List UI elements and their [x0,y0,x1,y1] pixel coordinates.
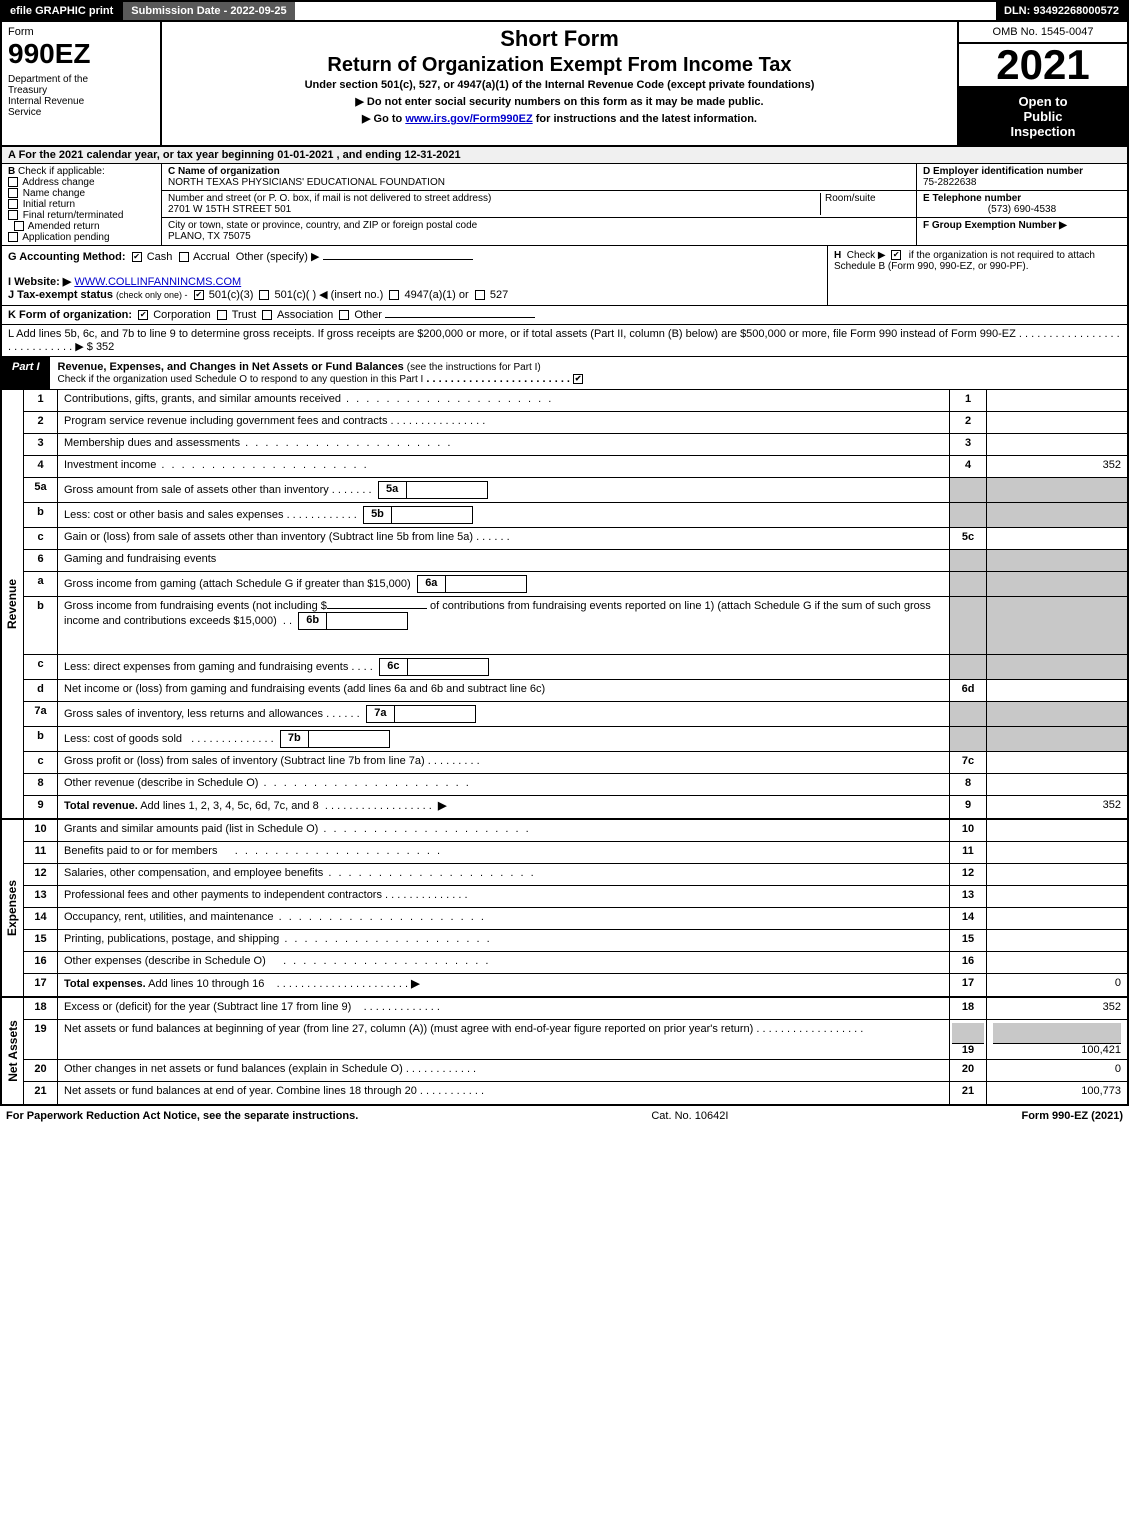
form-header: Form 990EZ Department of theTreasuryInte… [0,22,1129,147]
revenue-section: Revenue 1Contributions, gifts, grants, a… [0,390,1129,820]
header-center: Short Form Return of Organization Exempt… [162,22,957,145]
checkbox-501c3[interactable] [194,290,204,300]
form-number: 990EZ [8,38,154,70]
checkbox-schedule-b-not-required[interactable] [891,250,901,260]
part-i-header: Part I Revenue, Expenses, and Changes in… [0,357,1129,390]
section-g: G Accounting Method: Cash Accrual Other … [2,246,827,305]
line-2-amount [987,412,1127,433]
page-footer: For Paperwork Reduction Act Notice, see … [0,1106,1129,1126]
section-b: B Check if applicable: Address change Na… [2,164,162,245]
form-ref: Form 990-EZ (2021) [1021,1110,1123,1122]
checkbox-527[interactable] [475,290,485,300]
efile-graphic-print[interactable]: efile GRAPHIC print [2,2,121,20]
expenses-section: Expenses 10Grants and similar amounts pa… [0,820,1129,998]
section-l: L Add lines 5b, 6c, and 7b to line 9 to … [0,325,1129,357]
checkbox-address-change[interactable] [8,177,18,187]
line-19-amount: 100,421 [993,1044,1121,1056]
checkbox-4947[interactable] [389,290,399,300]
header-right: OMB No. 1545-0047 2021 Open toPublicInsp… [957,22,1127,145]
line-14-amount [987,908,1127,929]
top-bar: efile GRAPHIC print Submission Date - 20… [0,0,1129,22]
section-gh: G Accounting Method: Cash Accrual Other … [0,246,1129,306]
checkbox-name-change[interactable] [8,188,18,198]
goto-prefix: ▶ Go to [362,113,405,125]
net-assets-vertical-label: Net Assets [2,998,24,1104]
revenue-vertical-label: Revenue [2,390,24,818]
org-street: 2701 W 15TH STREET 501 [168,204,291,215]
gross-receipts: ▶ $ 352 [75,341,114,353]
line-1-amount [987,390,1127,411]
line-18-amount: 352 [987,998,1127,1019]
department: Department of theTreasuryInternal Revenu… [8,74,154,118]
website-link[interactable]: WWW.COLLINFANNINCMS.COM [74,276,241,288]
line-11-amount [987,842,1127,863]
checkbox-schedule-o[interactable] [573,374,583,384]
irs-link[interactable]: www.irs.gov/Form990EZ [405,113,532,125]
part-i-tab: Part I [2,357,50,389]
paperwork-notice: For Paperwork Reduction Act Notice, see … [6,1110,358,1122]
part-i-title: Revenue, Expenses, and Changes in Net As… [50,357,1127,389]
section-c: C Name of organization NORTH TEXAS PHYSI… [162,164,917,245]
line-21-amount: 100,773 [987,1082,1127,1104]
telephone: (573) 690-4538 [923,204,1121,215]
org-city: PLANO, TX 75075 [168,231,251,242]
open-to-public-inspection: Open toPublicInspection [959,88,1127,145]
line-17-amount: 0 [987,974,1127,996]
section-k: K Form of organization: Corporation Trus… [0,306,1129,325]
checkbox-final-return[interactable] [8,210,18,220]
ein: 75-2822638 [923,177,976,188]
line-10-amount [987,820,1127,841]
checkbox-amended-return[interactable] [14,221,24,231]
goto-line: ▶ Go to www.irs.gov/Form990EZ for instru… [168,112,951,125]
group-exemption: F Group Exemption Number ▶ [923,220,1067,231]
no-ssn-warning: ▶ Do not enter social security numbers o… [168,95,951,108]
line-9-amount: 352 [987,796,1127,818]
section-h: H Check ▶ if the organization is not req… [827,246,1127,305]
checkbox-501c[interactable] [259,290,269,300]
section-def: D Employer identification number 75-2822… [917,164,1127,245]
catalog-number: Cat. No. 10642I [651,1110,728,1122]
room-suite: Room/suite [820,193,910,215]
expenses-vertical-label: Expenses [2,820,24,996]
line-5c-amount [987,528,1127,549]
line-3-amount [987,434,1127,455]
line-20-amount: 0 [987,1060,1127,1081]
checkbox-cash[interactable] [132,252,142,262]
goto-suffix: for instructions and the latest informat… [533,113,757,125]
org-name: NORTH TEXAS PHYSICIANS' EDUCATIONAL FOUN… [168,177,445,188]
line-6d-amount [987,680,1127,701]
line-4-amount: 352 [987,456,1127,477]
tax-year: 2021 [959,44,1127,88]
return-title: Return of Organization Exempt From Incom… [168,54,951,77]
section-a-tax-year: A For the 2021 calendar year, or tax yea… [0,147,1129,164]
checkbox-association[interactable] [262,310,272,320]
line-16-amount [987,952,1127,973]
checkbox-initial-return[interactable] [8,199,18,209]
line-15-amount [987,930,1127,951]
checkbox-corporation[interactable] [138,310,148,320]
net-assets-section: Net Assets 18Excess or (deficit) for the… [0,998,1129,1106]
under-section: Under section 501(c), 527, or 4947(a)(1)… [168,79,951,91]
submission-date: Submission Date - 2022-09-25 [121,2,294,20]
line-8-amount [987,774,1127,795]
checkbox-trust[interactable] [217,310,227,320]
dln: DLN: 93492268000572 [996,2,1127,20]
line-13-amount [987,886,1127,907]
line-7c-amount [987,752,1127,773]
line-12-amount [987,864,1127,885]
short-form-title: Short Form [168,26,951,52]
section-bcdef: B Check if applicable: Address change Na… [0,164,1129,246]
header-left: Form 990EZ Department of theTreasuryInte… [2,22,162,145]
checkbox-other-org[interactable] [339,310,349,320]
form-label: Form [8,26,154,38]
checkbox-application-pending[interactable] [8,232,18,242]
checkbox-accrual[interactable] [179,252,189,262]
